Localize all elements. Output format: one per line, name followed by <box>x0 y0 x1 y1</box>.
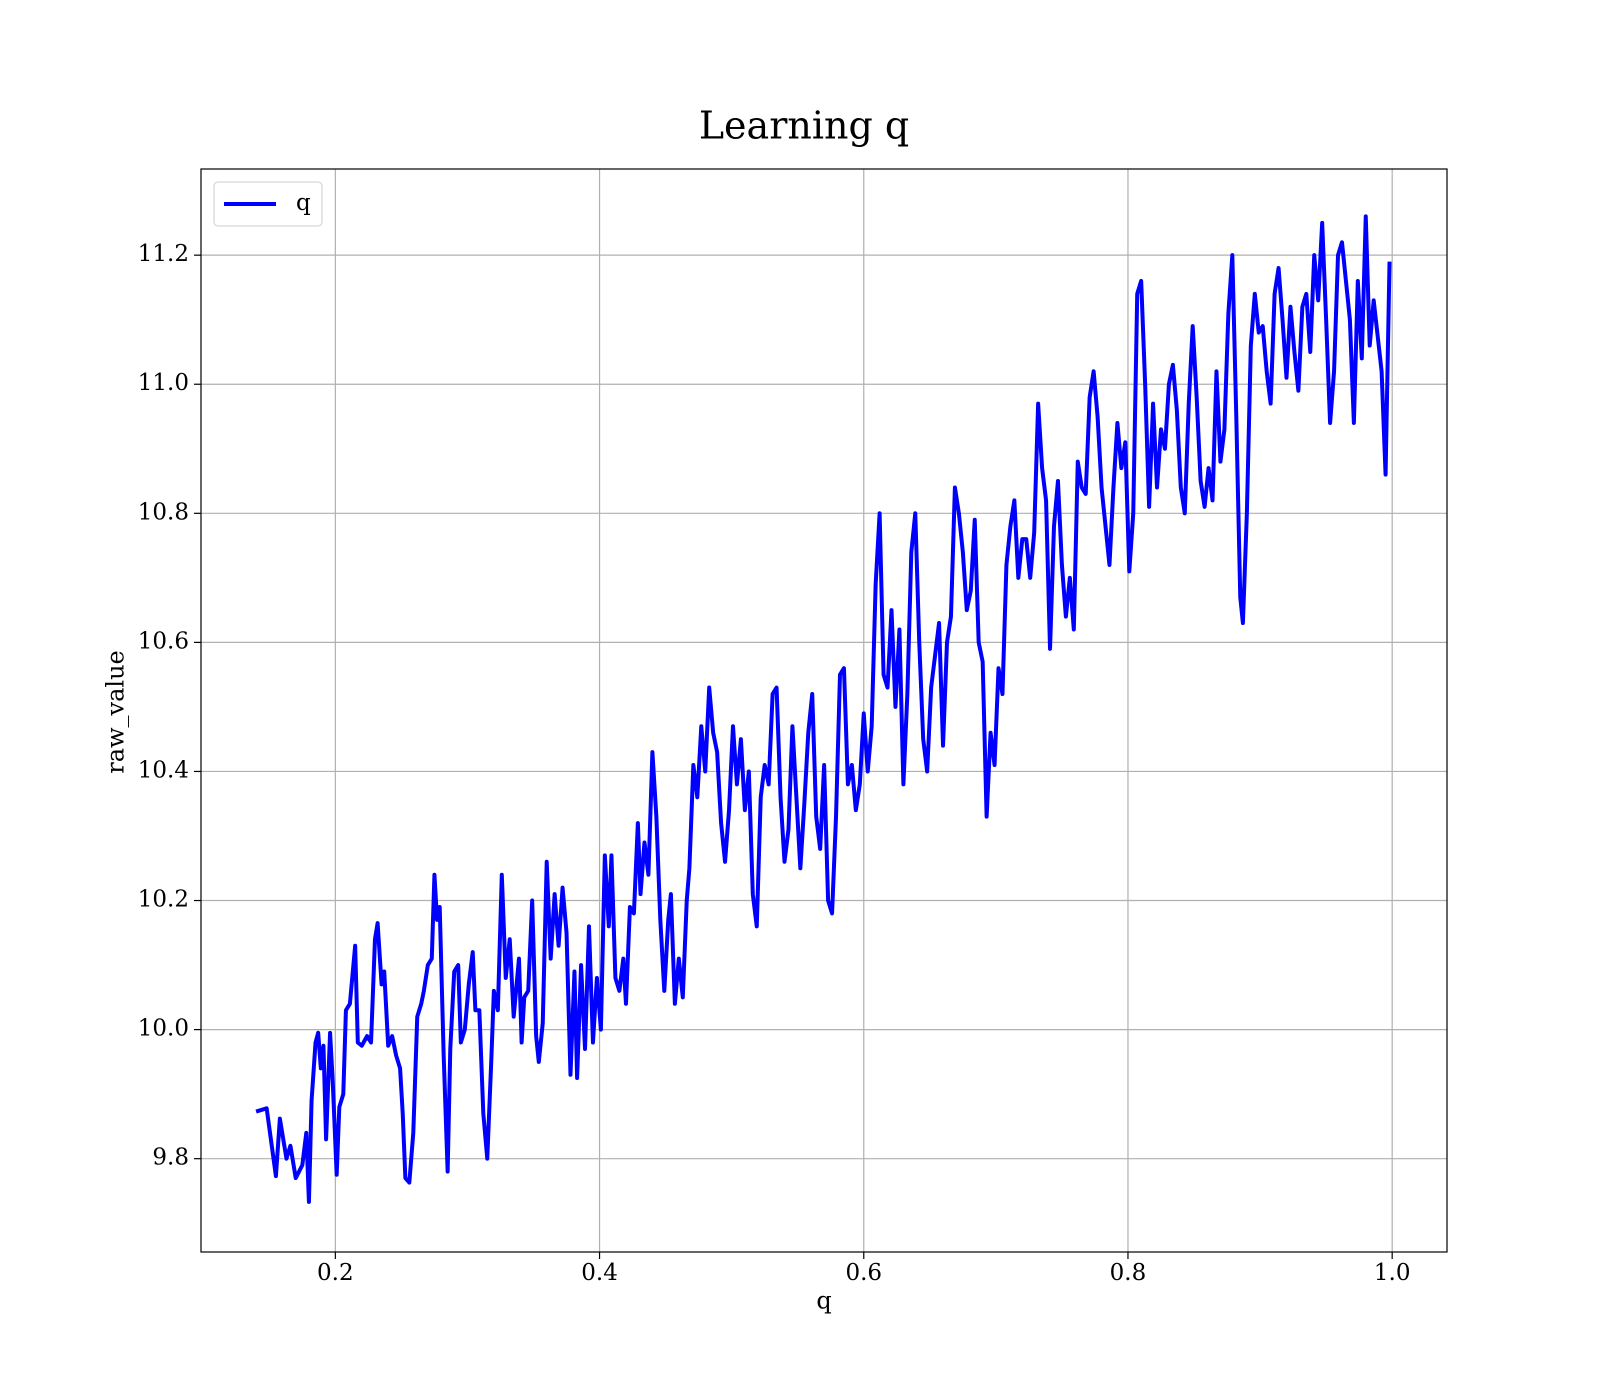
x-tick-label: 0.6 <box>845 1260 882 1286</box>
y-tick-label: 9.8 <box>152 1145 189 1171</box>
x-tick-label: 0.4 <box>581 1260 618 1286</box>
x-tick-label: 0.2 <box>317 1260 354 1286</box>
chart-title: Learning q <box>699 104 909 148</box>
x-axis-label: q <box>816 1287 831 1315</box>
x-tick-label: 1.0 <box>1374 1260 1411 1286</box>
x-tick-label: 0.8 <box>1110 1260 1147 1286</box>
y-tick-label: 10.6 <box>138 628 189 654</box>
y-tick-label: 10.4 <box>138 757 189 783</box>
legend: q <box>213 181 323 227</box>
y-tick-label: 10.8 <box>138 499 189 525</box>
y-tick-label: 10.2 <box>138 887 189 913</box>
line-series <box>255 214 1392 1204</box>
y-tick-label: 11.2 <box>138 241 189 267</box>
plot-frame <box>200 168 1448 1253</box>
y-axis-label: raw_value <box>102 650 130 774</box>
y-tick-label: 11.0 <box>138 370 189 396</box>
y-tick-label: 10.0 <box>138 1016 189 1042</box>
legend-label: q <box>296 190 311 216</box>
